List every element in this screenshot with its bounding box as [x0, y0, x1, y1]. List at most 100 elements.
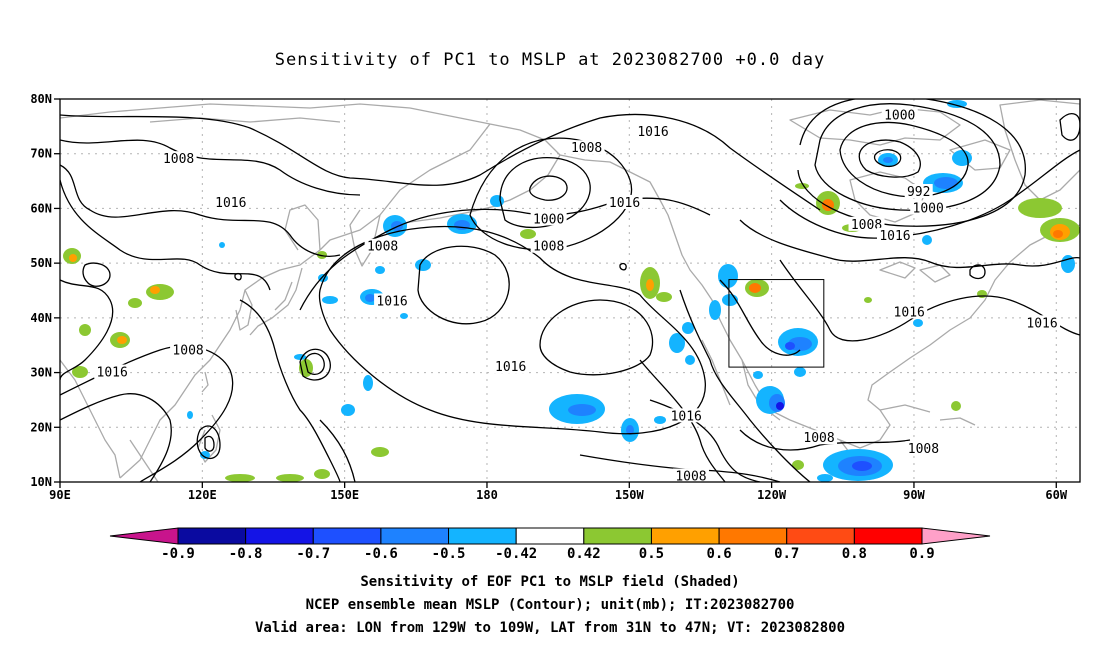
contour-label-bg	[891, 304, 928, 319]
contour-label-bg	[904, 184, 933, 199]
colorbar-segment	[245, 527, 314, 545]
contour-label: 1016	[97, 366, 128, 381]
contour-label: 1008	[803, 431, 834, 446]
lat-tick-label: 70N	[30, 147, 52, 161]
colorbar-label: -0.8	[229, 546, 263, 562]
contour-label-bg	[492, 359, 529, 374]
contour-label-bg	[881, 107, 918, 122]
coastlines	[60, 99, 1080, 482]
colorbar-segment	[786, 527, 855, 545]
contour-label-bg	[530, 211, 567, 226]
colorbar-low-triangle	[109, 527, 179, 545]
contour-label: 1008	[675, 470, 706, 485]
contour-label-bg	[530, 238, 567, 253]
gridlines	[60, 99, 1080, 482]
contour-label: 1016	[215, 196, 246, 211]
colorbar-segment	[515, 527, 585, 545]
contour-label-bg	[876, 227, 913, 242]
lat-tick-label: 20N	[30, 420, 52, 434]
colorbar-segment	[718, 527, 788, 545]
lon-tick-label: 180	[476, 488, 498, 502]
colorbar-label: 0.42	[567, 546, 601, 562]
contour-label-bg	[801, 430, 838, 445]
contour-label: 1000	[913, 201, 944, 216]
contour-label: 992	[907, 185, 930, 200]
contour-label-bg	[668, 408, 705, 423]
caption-line-3: Valid area: LON from 129W to 109W, LAT f…	[254, 620, 845, 636]
contour-label: 1008	[367, 240, 398, 255]
contour-label-bg	[364, 238, 401, 253]
colorbar-label: 0.5	[639, 546, 664, 562]
lon-tick-label: 60W	[1045, 488, 1067, 502]
contour-label: 1008	[908, 442, 939, 457]
contour-label: 1016	[637, 125, 668, 140]
contour-label: 1016	[671, 409, 702, 424]
lon-tick-label: 150E	[330, 488, 359, 502]
caption-line-2: NCEP ensemble mean MSLP (Contour); unit(…	[305, 597, 795, 613]
colorbar-label: 0.7	[774, 546, 799, 562]
colorbar-label: -0.9	[161, 546, 195, 562]
lat-tick-label: 10N	[30, 475, 52, 489]
lat-tick-label: 30N	[30, 366, 52, 380]
sensitivity-shading	[63, 100, 1080, 482]
colorbar-label: 0.9	[909, 546, 934, 562]
contour-label: 1008	[172, 344, 203, 359]
valid-area-box	[728, 279, 825, 368]
lon-tick-label: 90W	[903, 488, 925, 502]
contour-label: 1016	[894, 305, 925, 320]
contour-label: 1008	[851, 218, 882, 233]
contour-label-bg	[568, 140, 605, 155]
contour-label: 1016	[609, 196, 640, 211]
colorbar-label: -0.42	[495, 546, 537, 562]
caption-line-1: Sensitivity of EOF PC1 to MSLP field (Sh…	[360, 574, 740, 590]
contour-label: 1008	[533, 240, 564, 255]
contour-label-bg	[94, 364, 131, 379]
contour-label: 1000	[533, 212, 564, 227]
colorbar-label: -0.7	[296, 546, 330, 562]
lon-tick-label: 150W	[615, 488, 645, 502]
colorbar-label: 0.8	[842, 546, 867, 562]
lon-tick-label: 120E	[188, 488, 217, 502]
lat-tick-label: 40N	[30, 311, 52, 325]
colorbar-segment	[380, 527, 450, 545]
contour-label-bg	[910, 200, 947, 215]
map-title: Sensitivity of PC1 to MSLP at 2023082700…	[274, 50, 826, 70]
colorbar-segment	[853, 527, 923, 545]
contour-label-bg	[1024, 315, 1061, 330]
colorbar-segment	[583, 527, 652, 545]
colorbar-high-triangle	[921, 527, 991, 545]
colorbar-segment	[650, 527, 720, 545]
lat-tick-label: 80N	[30, 92, 52, 106]
contour-label-bg	[606, 194, 643, 209]
colorbar-label: -0.5	[432, 546, 466, 562]
contour-label-bg	[672, 468, 709, 483]
colorbar-segment	[312, 527, 382, 545]
contour-label: 1000	[884, 108, 915, 123]
plot-frame	[59, 98, 1081, 483]
colorbar-segment	[448, 527, 517, 545]
colorbar-label: -0.6	[364, 546, 398, 562]
contour-label: 1016	[495, 360, 526, 375]
contour-label: 1008	[163, 152, 194, 167]
colorbar-segment	[177, 527, 247, 545]
contour-label-bg	[848, 216, 885, 231]
lat-tick-label: 50N	[30, 256, 52, 270]
colorbar-label: 0.6	[706, 546, 731, 562]
contour-label: 1016	[376, 294, 407, 309]
contour-label-bg	[374, 293, 411, 308]
contour-label: 1008	[571, 141, 602, 156]
contour-label-bg	[170, 342, 207, 357]
contour-label: 1016	[879, 229, 910, 244]
contour-label-bg	[160, 151, 197, 166]
contour-label-bg	[212, 194, 249, 209]
contour-label-bg	[635, 123, 672, 138]
lon-tick-label: 120W	[757, 488, 787, 502]
contour-label: 1016	[1026, 316, 1057, 331]
lon-tick-label: 90E	[49, 488, 71, 502]
lat-tick-label: 60N	[30, 201, 52, 215]
colorbar: -0.9 -0.8 -0.7 -0.6 -0.5 -0.42 0.42 0.5 0.6 0.7 0.…	[109, 527, 991, 562]
